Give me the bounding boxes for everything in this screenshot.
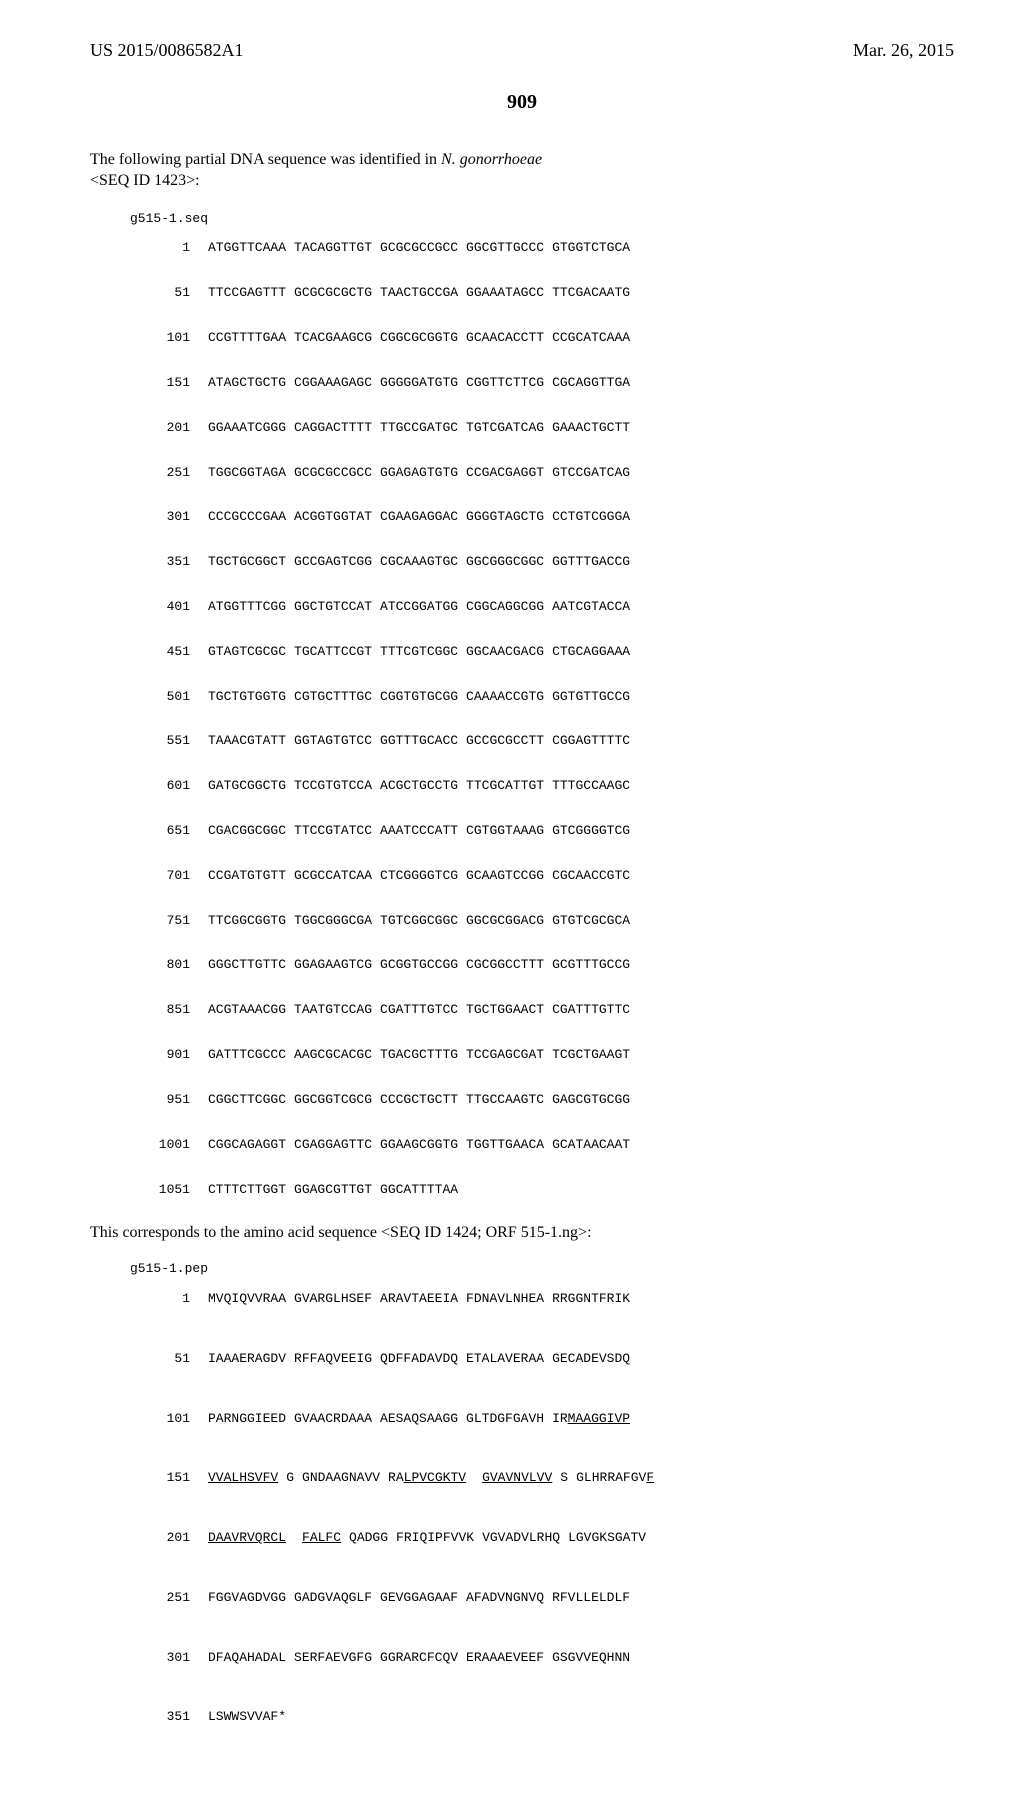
publication-number: US 2015/0086582A1	[90, 40, 244, 61]
dna-sequence-block: g515-1.seq 1ATGGTTCAAATACAGGTTGTGCGCGCCG…	[130, 212, 954, 1198]
aa-sequence-block: g515-1.pep 1MVQIQVVRAAGVARGLHSEFARAVTAEE…	[130, 1262, 954, 1755]
page-number: 909	[90, 91, 954, 114]
header: US 2015/0086582A1 Mar. 26, 2015	[90, 40, 954, 61]
intro-paragraph: The following partial DNA sequence was i…	[90, 150, 570, 192]
publication-date: Mar. 26, 2015	[853, 40, 954, 61]
intro-prefix: The following partial DNA sequence was i…	[90, 151, 441, 168]
intro-seqid: <SEQ ID 1423>:	[90, 172, 200, 189]
page: US 2015/0086582A1 Mar. 26, 2015 909 The …	[0, 0, 1024, 1795]
aa-intro-paragraph: This corresponds to the amino acid seque…	[90, 1223, 610, 1244]
intro-organism: N. gonorrhoeae	[441, 151, 542, 168]
